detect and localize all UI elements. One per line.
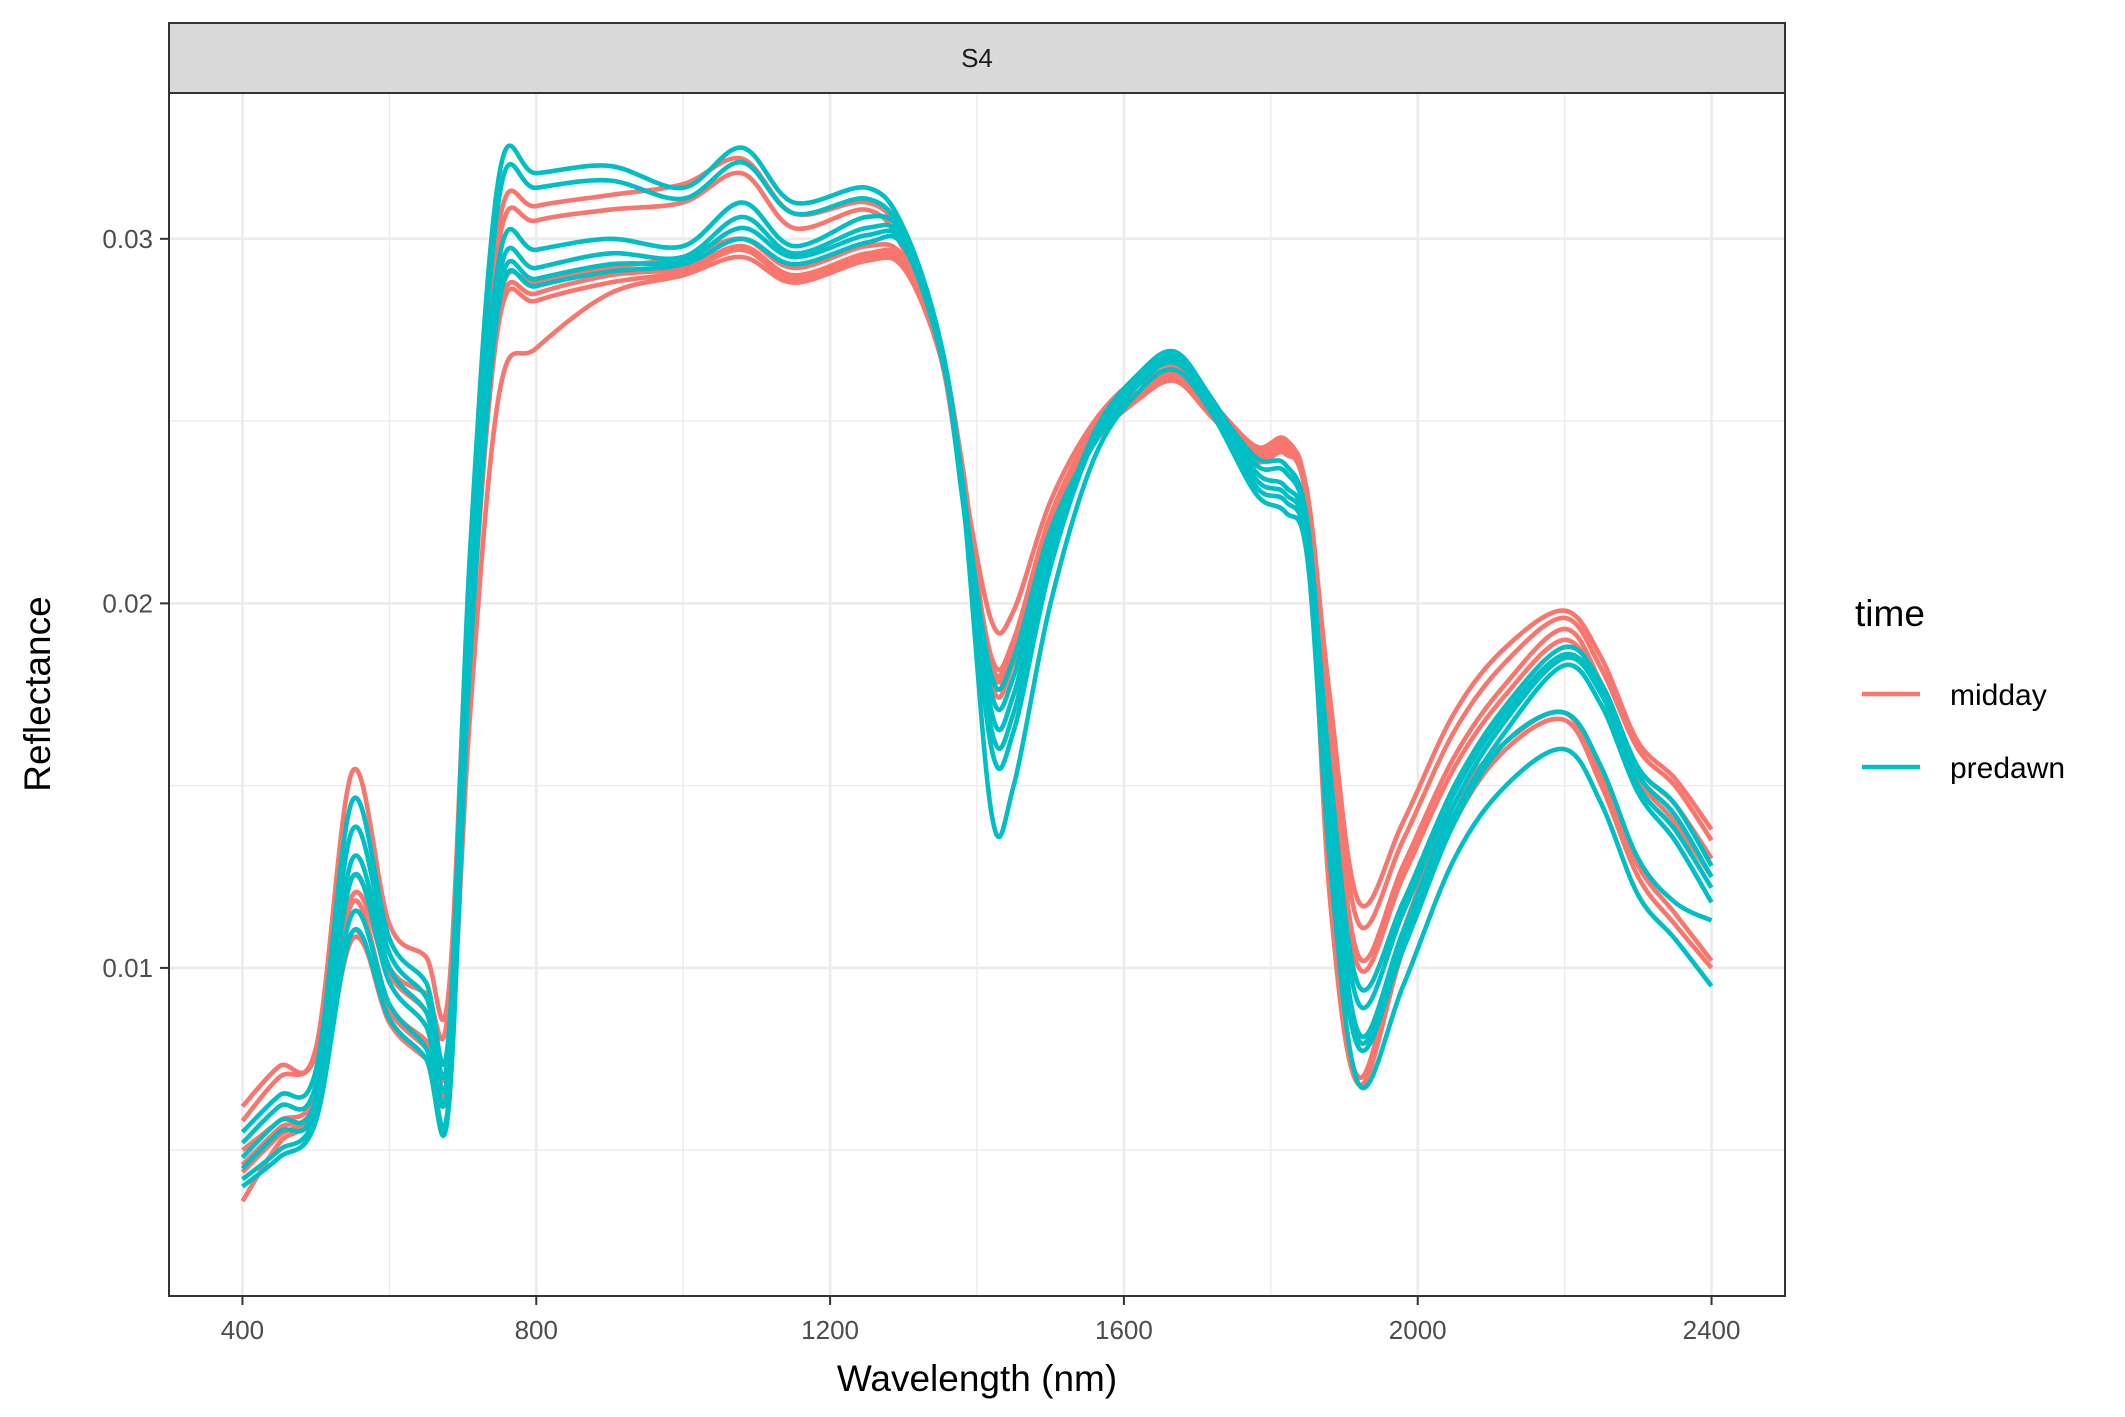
series-lines (240, 143, 1714, 1203)
legend-label-midday: midday (1950, 679, 2047, 712)
x-tick-label: 400 (221, 1315, 264, 1345)
y-tick-label: 0.01 (102, 953, 153, 983)
grid-lines (169, 93, 1785, 1296)
x-tick-label: 1200 (801, 1315, 859, 1345)
legend-title: time (1855, 593, 1925, 634)
legend: time midday predawn (1855, 593, 2065, 785)
y-tick-label: 0.03 (102, 224, 153, 254)
y-axis-title: Reflectance (17, 596, 58, 791)
x-tick-label: 800 (515, 1315, 558, 1345)
x-tick-label: 1600 (1095, 1315, 1153, 1345)
x-tick-label: 2000 (1389, 1315, 1447, 1345)
x-axis-title: Wavelength (nm) (837, 1358, 1117, 1399)
panel-border (168, 92, 1786, 1297)
y-axis: 0.01 0.02 0.03 (102, 224, 169, 983)
legend-label-predawn: predawn (1950, 752, 2065, 785)
x-tick-label: 2400 (1683, 1315, 1741, 1345)
y-tick-label: 0.02 (102, 588, 153, 618)
x-axis: 400 800 1200 1600 2000 2400 (221, 1296, 1741, 1345)
facet-strip (168, 22, 1786, 94)
series-line-predawn-12 (241, 233, 1714, 1189)
facet-label: S4 (961, 43, 993, 73)
